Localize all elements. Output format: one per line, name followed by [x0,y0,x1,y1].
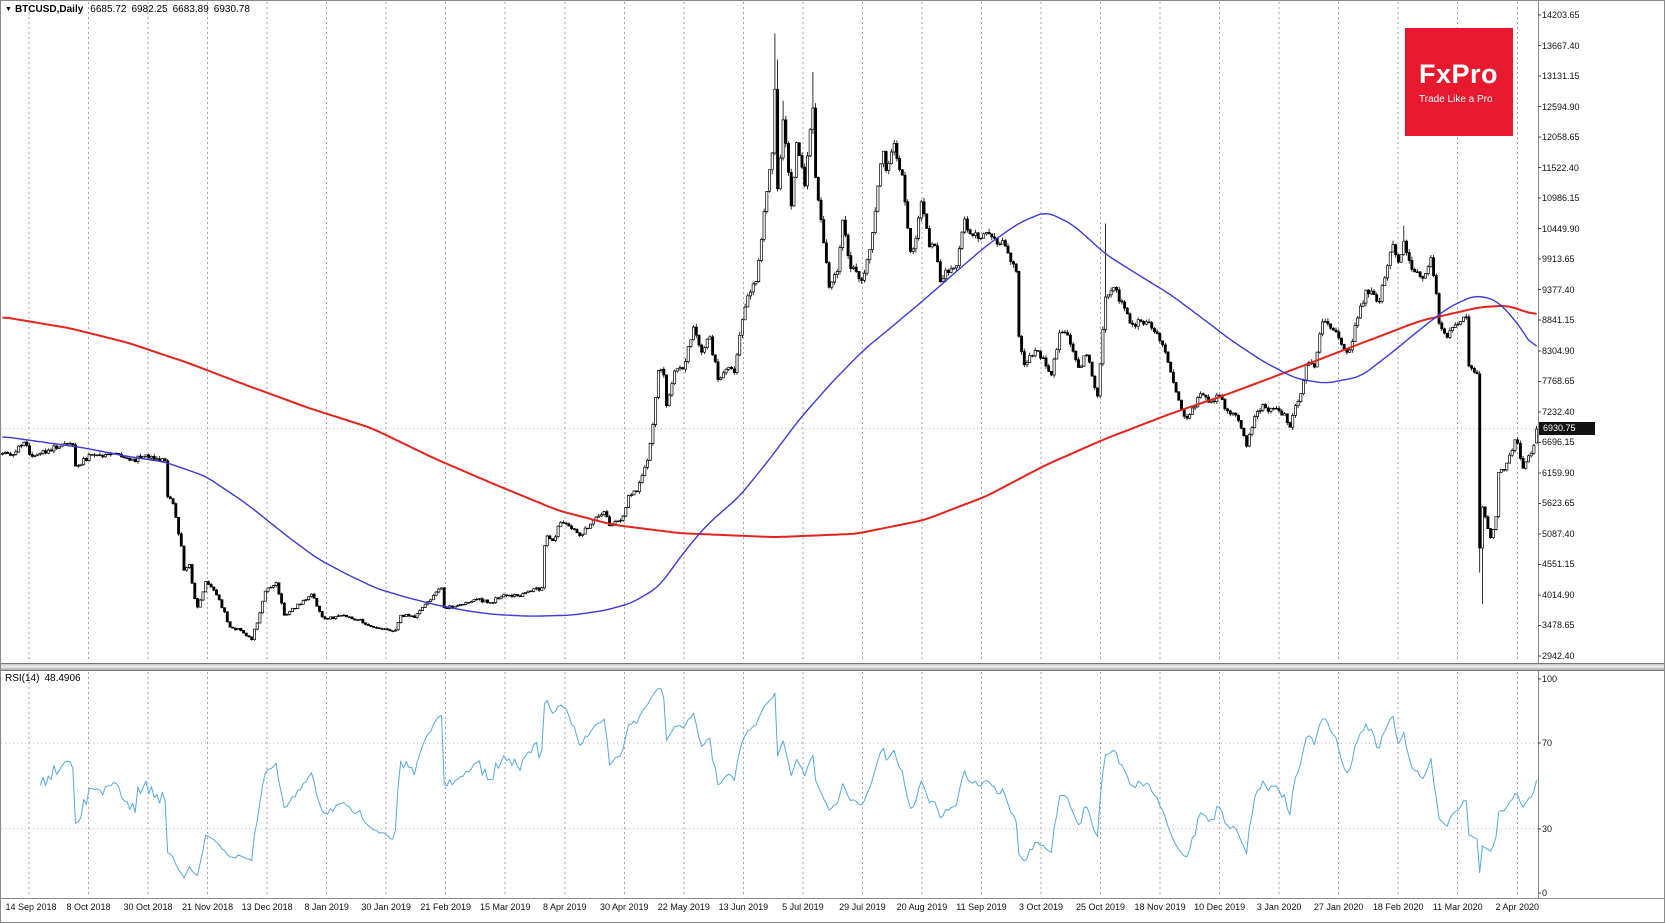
date-tick-label: 2 Apr 2020 [1495,902,1540,912]
date-tick-label: 8 Oct 2018 [66,902,111,912]
date-tick-label: 3 Oct 2019 [1018,902,1064,912]
price-tick-label: 7768.65 [1542,376,1575,387]
date-tick-label: 30 Oct 2018 [123,902,173,912]
date-tick-label: 5 Jul 2019 [782,902,824,912]
symbol-period-label: BTCUSD,Daily [14,4,84,15]
price-tick-label: 4551.15 [1542,559,1575,570]
date-tick-label: 18 Nov 2019 [1134,902,1186,912]
pane-separator[interactable] [1,663,1664,671]
price-tick-label: 2942.40 [1542,651,1575,661]
chart-marker-icon: ▼ [5,6,12,13]
rsi-tick-label: 0 [1542,888,1548,898]
candles-wicks [2,33,1537,641]
price-tick-label: 8841.15 [1542,315,1575,326]
price-tick-label: 13131.15 [1542,71,1580,82]
price-tick-label: 11522.40 [1542,162,1579,173]
price-tick-label: 13667.40 [1542,40,1580,51]
date-tick-label: 27 Jan 2020 [1313,902,1364,912]
fxpro-logo-tagline: Trade Like a Pro [1419,93,1493,105]
date-tick-label: 10 Dec 2019 [1194,902,1246,912]
price-tick-label: 12058.65 [1542,132,1580,143]
date-tick-label: 20 Aug 2019 [896,902,948,912]
date-tick-label: 29 Jul 2019 [839,902,886,912]
close-value: 6930.78 [213,4,250,15]
chart-header: ▼ BTCUSD,Daily 6685.72 6982.25 6683.89 6930.7… [5,4,255,15]
date-tick-label: 13 Dec 2018 [241,902,293,912]
ma-slow-red-line [2,305,1537,538]
open-value: 6685.72 [90,4,127,15]
date-tick-label: 21 Feb 2019 [420,902,471,912]
current-price-tag: 6930.75 [1539,422,1595,436]
date-tick-label: 15 Mar 2019 [479,902,531,912]
rsi-value-label: 48.4906 [44,673,81,684]
rsi-tick-label: 70 [1542,738,1553,749]
rsi-scale [1538,671,1664,899]
candles-down [6,88,1525,640]
rsi-tick-label: 100 [1542,674,1558,684]
price-tick-label: 5623.65 [1542,498,1575,509]
rsi-tick-label: 30 [1542,823,1553,834]
high-value: 6982.25 [131,4,168,15]
price-tick-label: 9913.65 [1542,254,1575,265]
date-tick-label: 11 Sep 2019 [956,902,1007,912]
date-tick-label: 3 Jan 2020 [1256,902,1302,912]
date-tick-label: 30 Jan 2019 [361,902,411,912]
date-tick-label: 8 Jan 2019 [304,902,349,912]
fxpro-logo: FxPro Trade Like a Pro [1405,28,1513,136]
price-tick-label: 6696.15 [1542,437,1575,448]
candles-up [1,88,1539,641]
date-tick-label: 18 Feb 2020 [1372,902,1424,912]
date-tick-label: 21 Nov 2018 [182,902,234,912]
date-tick-label: 8 Apr 2019 [542,902,587,912]
price-tick-label: 8304.90 [1542,345,1575,356]
date-tick-label: 13 Jun 2019 [718,902,769,912]
price-tick-label: 10986.15 [1542,193,1580,204]
date-tick-label: 30 Apr 2019 [600,902,649,912]
price-tick-label: 3478.65 [1542,620,1575,631]
date-tick-label: 25 Oct 2019 [1076,902,1126,912]
price-tick-label: 5087.40 [1542,528,1575,539]
price-tick-label: 4014.90 [1542,589,1575,600]
fxpro-logo-title: FxPro [1419,58,1499,89]
ma-fast-blue-line [2,212,1538,617]
rsi-line [39,688,1538,879]
price-tick-label: 14203.65 [1542,10,1580,20]
date-tick-label: 14 Sep 2018 [5,902,57,912]
price-tick-label: 10449.90 [1542,223,1580,234]
price-tick-label: 9377.40 [1542,284,1575,295]
low-value: 6683.89 [172,4,209,15]
price-tick-label: 6159.90 [1542,467,1575,478]
rsi-header: RSI(14) 48.4906 [5,673,81,684]
rsi-name-label: RSI(14) [5,673,40,684]
date-tick-label: 11 Mar 2020 [1432,902,1483,912]
price-tick-label: 7232.40 [1542,406,1575,417]
price-tick-label: 12594.90 [1542,101,1580,112]
date-tick-label: 22 May 2019 [657,902,710,912]
